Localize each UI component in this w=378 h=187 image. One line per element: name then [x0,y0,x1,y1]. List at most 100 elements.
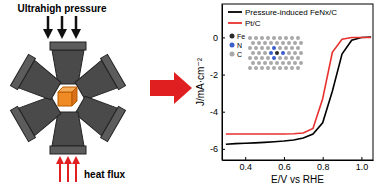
x-tick-label: 0.4 [239,162,252,172]
atom [284,36,288,40]
chart: 0.40.60.81.0-6-4-20E/V vs RHEJ/mA·cm⁻²Pr… [195,4,374,185]
atom [293,61,297,65]
atom [296,36,300,40]
atom [284,46,288,50]
atom [257,51,261,55]
atom [272,36,276,40]
inset: Fe NC [230,33,304,70]
plot-lines [226,37,371,144]
atom [260,46,264,50]
y-tick-mark [222,75,225,76]
atom [278,66,282,70]
atom [284,66,288,70]
legend: Pressure-induced FeNx/C Pt/C [228,8,337,28]
atom [251,41,255,45]
atom [248,56,252,60]
x-axis: 0.40.60.81.0 [223,157,374,172]
x-tick-mark [323,157,324,160]
atom [266,46,270,50]
atom [281,51,285,55]
atom [254,66,258,70]
legend-entry: Pressure-induced FeNx/C [228,8,337,17]
legend-entry: Pt/C [228,19,261,28]
atom [287,51,291,55]
atom [257,41,261,45]
anvil [11,54,65,106]
x-axis-title: E/V vs RHE [271,174,324,185]
atom [275,61,279,65]
pressure-arrow [75,16,78,34]
atom [272,66,276,70]
atom [281,61,285,65]
atom [266,56,270,60]
y-tick-label: 0 [213,33,218,43]
series-line [226,37,371,144]
atom [260,36,264,40]
legend-swatch [228,22,242,24]
heat-arrow [59,160,61,182]
cube-front [58,92,72,106]
atom [266,66,270,70]
y-tick: 0 [213,33,225,43]
atom [272,46,276,50]
atom [299,51,303,55]
x-tick: 0.4 [239,157,252,172]
x-tick-mark [245,157,246,160]
atom [290,46,294,50]
atom [251,51,255,55]
atom [287,61,291,65]
atom [290,36,294,40]
diagram-label: heat flux [84,169,126,180]
atom [281,41,285,45]
atom [296,66,300,70]
atom [269,61,273,65]
atom [254,56,258,60]
legend-label: Pressure-induced FeNx/C [245,8,337,17]
diagram: Ultrahigh pressureheat flux [11,3,192,182]
y-axis-title: J/mA·cm⁻² [195,57,206,106]
atom [284,56,288,60]
x-tick: 0.6 [278,157,291,172]
atom [254,36,258,40]
atom [266,36,270,40]
atom [293,41,297,45]
transition-arrow [150,72,192,104]
y-tick-mark [222,112,225,113]
y-axis: -6 -4 -2 0 [210,5,225,161]
atom [248,46,252,50]
anvil [71,54,125,106]
y-tick-label: -4 [210,107,218,117]
atom [296,56,300,60]
legend-swatch [228,11,242,13]
atom [263,61,267,65]
y-tick-label: -2 [210,70,218,80]
atom [248,66,252,70]
atom-label: Fe [237,33,245,40]
atom [275,51,279,55]
heat-arrow [67,160,69,182]
y-tick-mark [222,149,225,150]
anvil [11,89,65,141]
y-axis-line [222,5,223,161]
y-tick-label: -6 [210,144,218,154]
atom [278,36,282,40]
atom [272,56,276,60]
atom [278,56,282,60]
x-tick: 1.0 [356,157,369,172]
atom [260,56,264,60]
x-tick-mark [284,157,285,160]
y-tick: -2 [210,70,225,80]
y-tick: -4 [210,107,225,117]
atom [263,51,267,55]
atom [251,61,255,65]
atom-label: N [237,42,242,49]
atom [293,51,297,55]
atom [290,56,294,60]
atom-label: C [237,51,242,58]
atom [299,61,303,65]
atom [278,46,282,50]
x-tick-mark [361,157,362,160]
pressure-arrow [47,16,50,34]
atom [296,46,300,50]
series-line [226,37,371,134]
